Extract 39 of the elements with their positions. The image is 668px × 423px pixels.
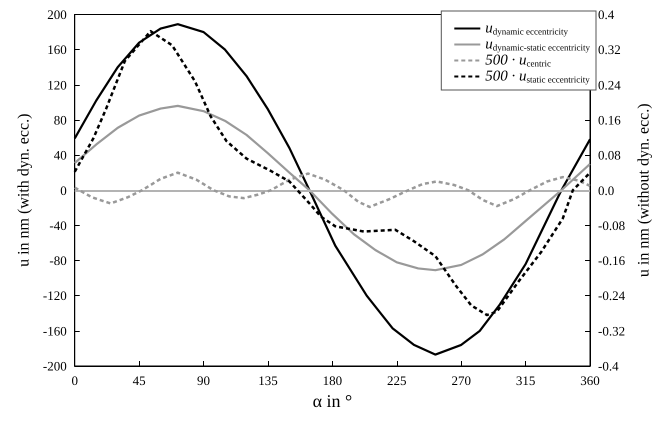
y2-tick-label: 0.32 (598, 42, 621, 58)
x-tick-label: 45 (132, 373, 146, 388)
x-tick-label: 225 (387, 373, 407, 388)
y2-tick-label: 0.0 (598, 182, 614, 198)
x-tick-label: 315 (516, 373, 536, 388)
legend-label: udynamic-static eccentricity (485, 36, 590, 52)
y2-tick-label: -0.16 (598, 253, 626, 268)
y-tick-label: -160 (42, 323, 67, 338)
line-series (74, 104, 592, 272)
y-tick-label: 80 (54, 112, 67, 128)
y-tick-label: -80 (49, 253, 67, 268)
legend-label: udynamic eccentricity (485, 20, 569, 36)
y2-axis-title: u in nm (without dyn. ecc.) (636, 103, 652, 278)
y2-tick-label: -0.4 (598, 358, 620, 374)
x-tick-label: 0 (71, 373, 78, 388)
x-tick-label: 270 (451, 373, 471, 388)
x-tick-label: 90 (197, 373, 210, 388)
y-axis-title: u in nm (with dyn. ecc.) (16, 114, 32, 267)
y2-tick-label: -0.32 (598, 323, 626, 338)
y2-tick-label: 0.4 (598, 7, 615, 22)
legend-label: 500 · ustatic eccentricity (485, 68, 590, 84)
x-axis-title: α in ° (312, 391, 352, 411)
y2-tick-label: -0.08 (598, 218, 626, 233)
y-tick-label: -200 (42, 358, 67, 374)
y-tick-label: -40 (49, 218, 67, 233)
y2-tick-label: 0.08 (598, 148, 621, 163)
y2-tick-label: -0.24 (598, 288, 626, 304)
y-tick-label: 200 (47, 7, 67, 22)
y-tick-label: -120 (42, 288, 67, 304)
y-tick-label: 160 (47, 42, 67, 58)
y2-tick-label: 0.24 (598, 77, 622, 92)
y-tick-label: 120 (47, 77, 67, 92)
x-tick-label: 360 (580, 373, 600, 388)
y-tick-label: 40 (54, 148, 67, 163)
legend-label: 500 · ucentric (485, 52, 552, 68)
x-tick-label: 135 (258, 373, 278, 388)
y-tick-label: 0 (60, 182, 67, 198)
y2-tick-label: 0.16 (598, 112, 622, 128)
x-tick-label: 180 (322, 373, 342, 388)
